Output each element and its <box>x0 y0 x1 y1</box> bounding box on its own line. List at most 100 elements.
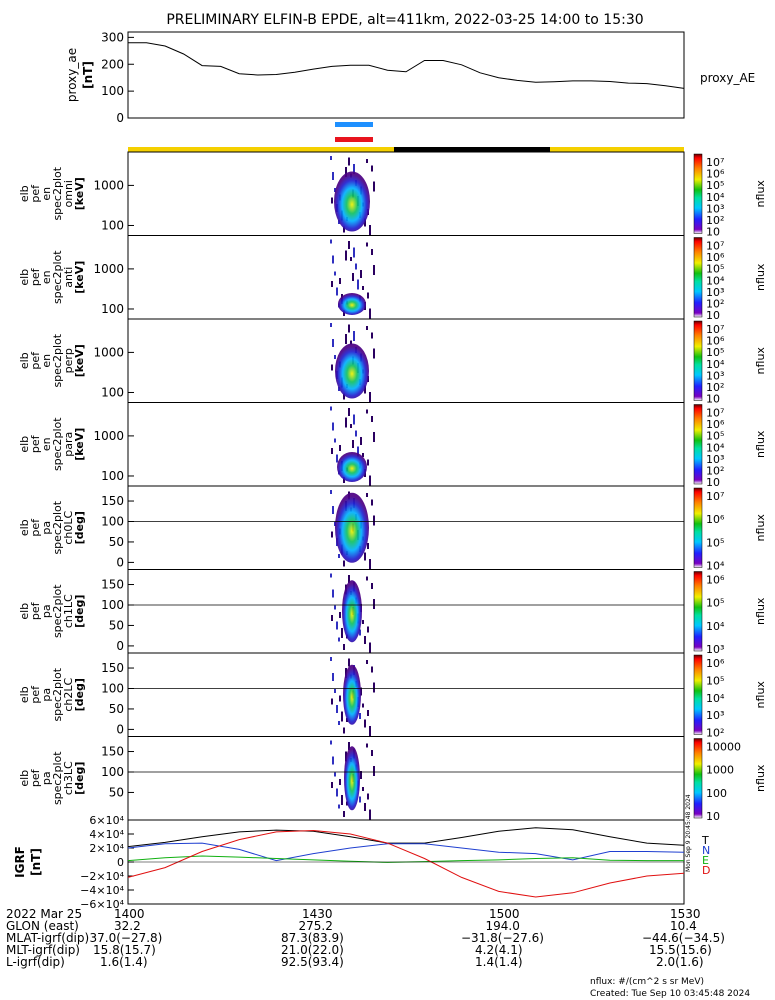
colorbar-tick-label: 10³ <box>706 369 724 382</box>
spec-pixel <box>332 506 334 514</box>
panel-tick-label: 150 <box>101 745 124 759</box>
colorbar-tick-label: 10⁴ <box>706 191 725 204</box>
igrf-tick-label: 0 <box>117 856 124 869</box>
spec-pixel <box>332 756 334 765</box>
footer-cell: 32.2 <box>114 919 141 933</box>
panel-ylabel-line: en <box>40 437 53 451</box>
colorbar-tick-label: 10 <box>706 309 720 322</box>
spec-pixel <box>345 250 347 261</box>
footer-row-label: GLON (east) <box>6 919 79 933</box>
footer-cell: 1.6(1.4) <box>100 955 148 969</box>
nflux-units-note: nflux: #/(cm^2 s sr MeV) <box>590 977 704 987</box>
spec-pixel <box>369 225 371 235</box>
igrf-E-line <box>127 855 684 863</box>
panel-ylabel-line: pef <box>29 184 42 203</box>
panel-ylabel-line: pef <box>29 601 42 620</box>
colorbar-tick-label: 10⁴ <box>706 692 725 705</box>
spec-pixel <box>366 409 368 414</box>
colorbar-tick-label: 10⁴ <box>706 620 725 633</box>
spec-pixel <box>331 197 333 204</box>
spec-pixel <box>334 188 336 192</box>
spec-pixel <box>332 172 334 180</box>
spec-pixel <box>332 339 334 347</box>
footer-cell: 92.5(93.4) <box>281 955 344 969</box>
colorbar-tick-label: 10³ <box>706 643 724 656</box>
panel-ylabel-line: omni <box>62 180 75 207</box>
panel-y-ticks: 150 100 50 0 <box>101 494 134 569</box>
igrf-D-line <box>127 829 685 898</box>
spec-pixel <box>338 387 340 391</box>
spec-pixel <box>366 159 368 163</box>
spec-panel-3: 1000100elbpefenspec2plotperp[keV]10⁷10⁶1… <box>18 318 767 406</box>
panel-tick-label: 100 <box>101 218 124 232</box>
colorbar-label: nflux <box>754 430 767 458</box>
spec-pixel <box>343 226 345 233</box>
spec-pixel <box>330 406 332 411</box>
spectrogram-panels: 1000100elbpefenspec2plotomni[keV]10⁷10⁶1… <box>18 151 767 823</box>
spec-pixel <box>343 560 345 567</box>
spec-pixel <box>348 157 350 166</box>
colorbar-tick-label: 10⁵ <box>706 430 724 443</box>
spec-pixel <box>336 705 338 713</box>
colorbar-tick-label: 10³ <box>706 709 724 722</box>
ae-legend: proxy_AE <box>700 71 755 85</box>
footer-cell: 2.0(1.6) <box>656 955 704 969</box>
colorbar-tick-label: 10² <box>706 727 724 740</box>
footer-cell: 21.0(22.0) <box>281 943 344 957</box>
colorbar-tick-label: 10⁴ <box>706 441 725 454</box>
spec-pixel <box>334 689 336 693</box>
spec-pixel <box>343 644 345 650</box>
spec-pixel <box>330 490 332 494</box>
spec-pixel <box>366 576 368 581</box>
colorbar-tick-label: 10⁷ <box>706 407 724 420</box>
panel-tick-label: 50 <box>109 535 124 549</box>
panel-ylabel-line: pef <box>29 768 42 787</box>
spec-pixel <box>371 666 373 673</box>
spec-pixel <box>343 727 345 734</box>
panel-tick-label: 100 <box>101 514 124 528</box>
colorbar-tick-label: 10 <box>706 393 720 406</box>
igrf-ylabel-line2: [nT] <box>29 848 43 876</box>
spec-pixel <box>332 255 334 264</box>
panel-ylabel-line: spec2plot <box>51 751 64 805</box>
spec-pixel <box>362 286 364 290</box>
colorbar-tick-label: 10⁵ <box>706 179 724 192</box>
igrf-tick-label: −4×10⁴ <box>80 884 124 897</box>
panel-tick-label: 50 <box>109 618 124 632</box>
spec-pixel <box>364 636 366 644</box>
panel-y-ticks: 150 100 50 <box>101 745 134 799</box>
spec-pixel <box>345 751 347 762</box>
footer-row-label: 2022 Mar 25 <box>6 907 83 921</box>
colorbar-tick-label: 10² <box>706 381 724 394</box>
panel-ylabel-line: [deg] <box>73 595 86 628</box>
colorbar-tick-label: 10² <box>706 297 724 310</box>
footer-cell: 37.0(−27.8) <box>89 931 163 945</box>
colorbar <box>693 654 703 735</box>
figure-title: PRELIMINARY ELFIN-B EPDE, alt=411km, 202… <box>166 12 643 28</box>
spec-pixel <box>369 726 371 736</box>
ae-y-ticks: 300 200 100 0 <box>101 30 134 125</box>
panel-frame <box>127 485 685 570</box>
spec-pixel <box>371 750 373 756</box>
colorbar-tick-label: 1000 <box>706 764 734 777</box>
colorbar <box>693 320 703 401</box>
igrf-N-line <box>127 842 685 862</box>
spec-blob <box>334 171 370 232</box>
spec-pixel <box>336 788 338 797</box>
spec-pixel <box>355 263 357 270</box>
spec-pixel <box>334 271 336 276</box>
spec-blob <box>344 746 360 811</box>
panel-ylabel-line: ch2LC <box>62 678 75 712</box>
colorbar <box>693 404 703 485</box>
panel-ylabel-line: elb <box>18 686 31 703</box>
spec-pixel <box>348 241 350 249</box>
spec-pixel <box>332 673 334 681</box>
spec-pixel <box>362 620 364 624</box>
colorbar-label: nflux <box>754 764 767 792</box>
colorbar-tick-label: 10⁶ <box>706 251 725 264</box>
spec-pixel <box>369 475 371 486</box>
